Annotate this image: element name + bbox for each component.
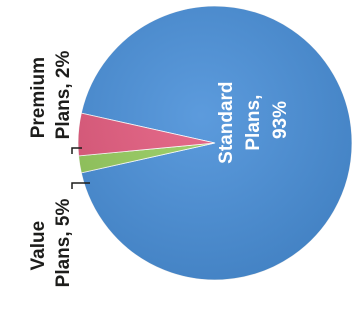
data-label-value-line1: Value [28, 221, 49, 271]
leader-line-premium [71, 147, 82, 154]
data-label-value-line2: Plans, 5% [53, 199, 74, 288]
data-label-premium-line1: Premium [28, 57, 49, 138]
data-label-standard: Standard Plans, 93% [216, 76, 291, 164]
leader-line-value [71, 182, 90, 189]
data-label-premium: Premium Plans, 2% [28, 51, 74, 140]
data-label-value: Value Plans, 5% [28, 199, 74, 288]
data-label-standard-line3: 93% [270, 101, 291, 139]
data-label-standard-line2: Plans, [243, 95, 264, 151]
data-label-standard-line1: Standard [216, 81, 237, 163]
data-label-premium-line2: Plans, 2% [53, 51, 74, 140]
